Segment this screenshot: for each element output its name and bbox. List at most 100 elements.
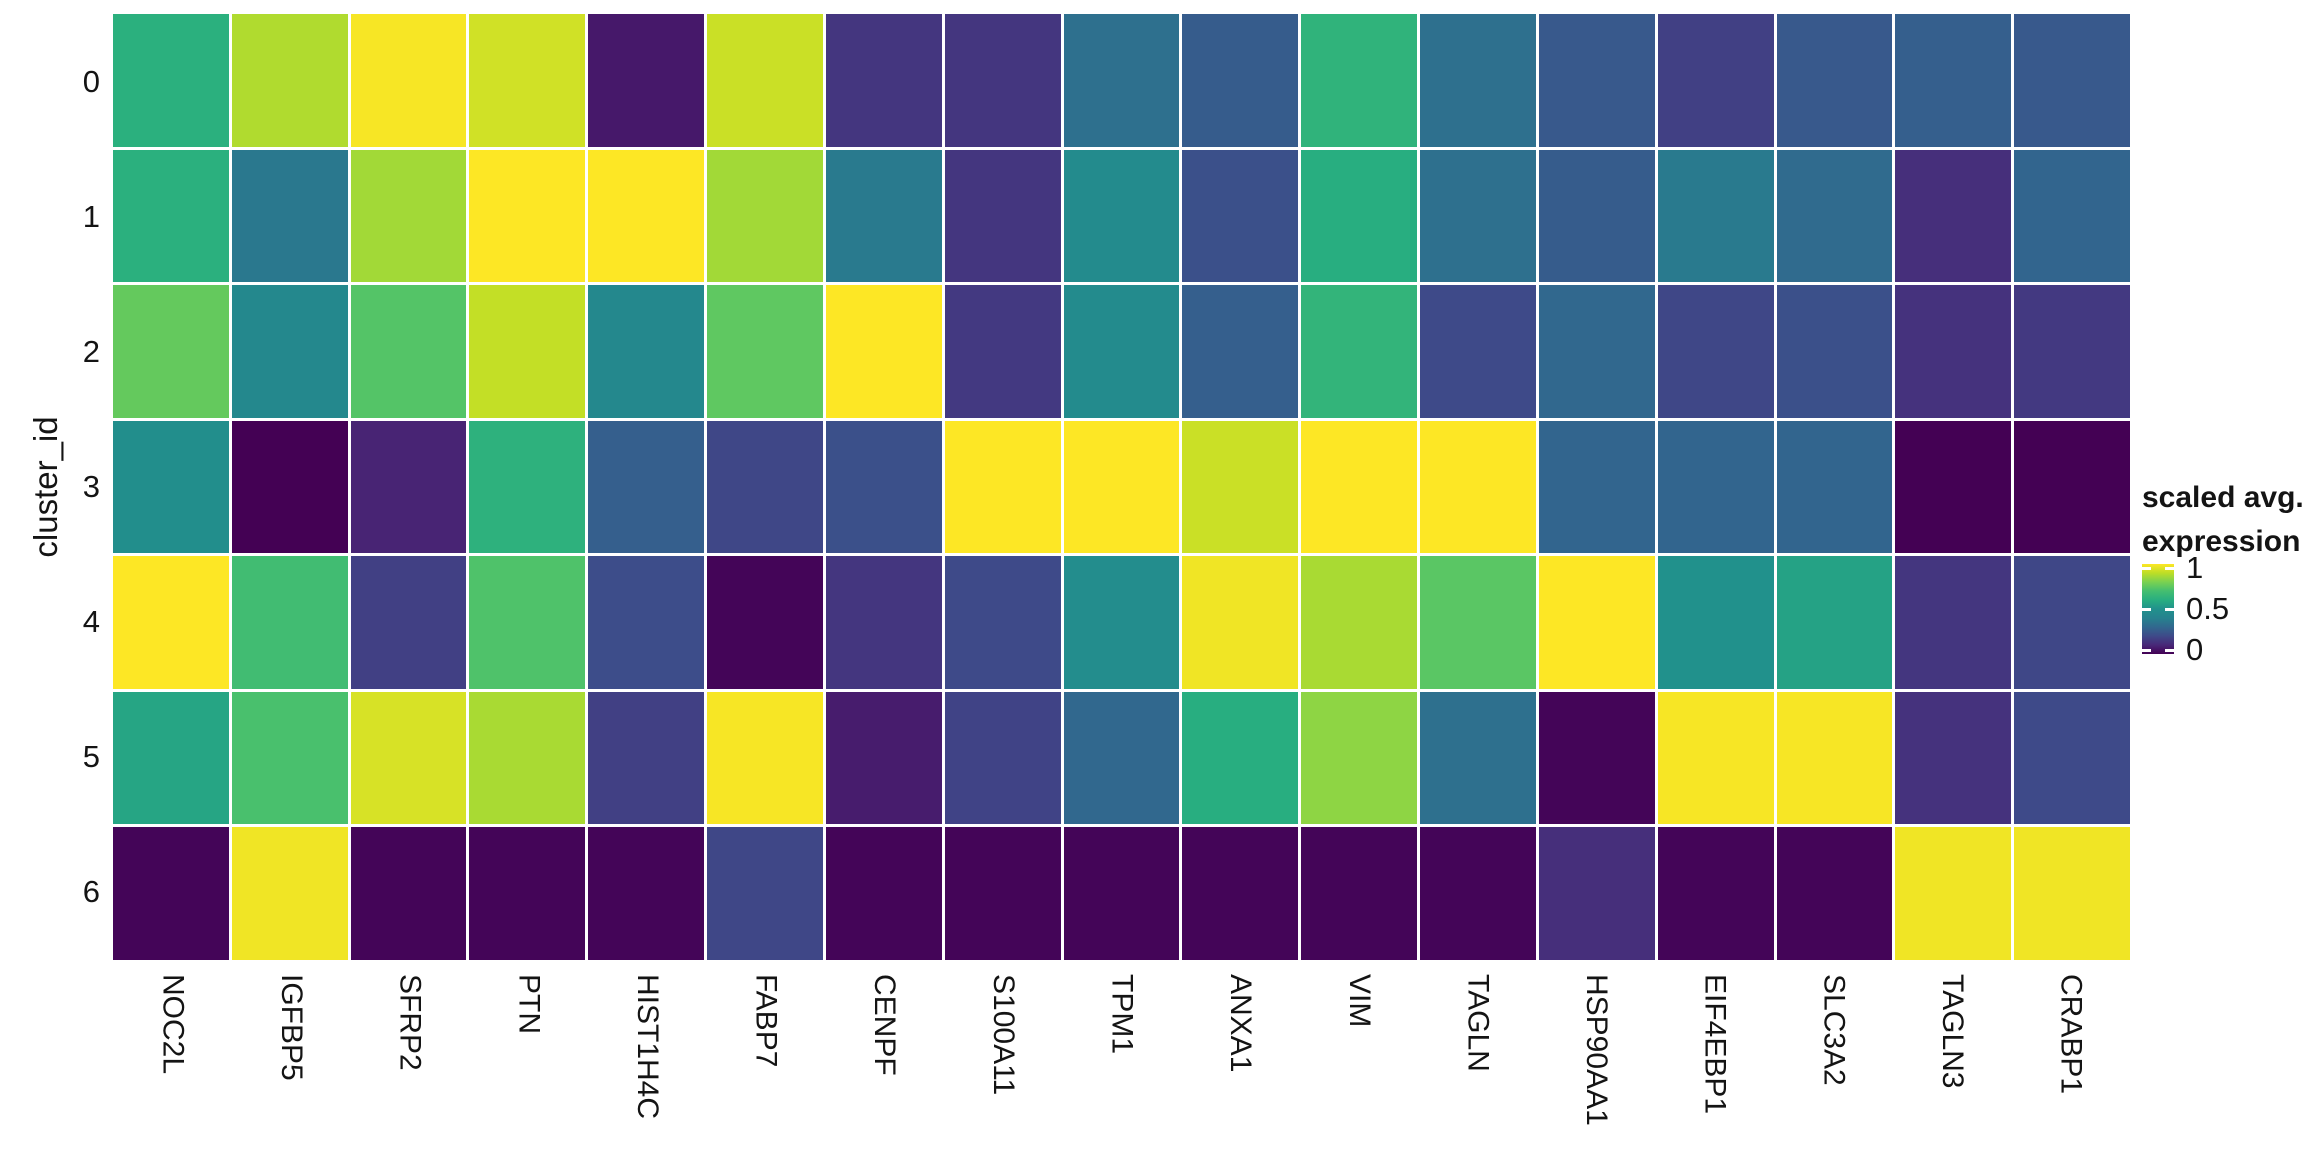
- heatmap-cell: [1657, 420, 1774, 554]
- heatmap-grid: [113, 14, 2130, 960]
- heatmap-cell: [1182, 420, 1299, 554]
- heatmap-cell: [1420, 285, 1536, 418]
- x-tick-label: CRABP1: [2054, 974, 2088, 1095]
- heatmap-cell: [350, 556, 467, 689]
- heatmap-cell: [469, 14, 586, 147]
- heatmap-cell: [825, 14, 942, 147]
- heatmap-cell: [707, 556, 823, 689]
- heatmap-cell: [1895, 827, 2012, 960]
- x-tick-label: ANXA1: [1224, 974, 1258, 1073]
- x-tick-label: HSP90AA1: [1580, 974, 1614, 1126]
- heatmap-cell: [350, 285, 467, 418]
- heatmap-cell: [588, 691, 705, 825]
- heatmap-cell: [944, 827, 1061, 960]
- x-tick-label: TAGLN3: [1936, 974, 1970, 1089]
- heatmap-cell: [1538, 827, 1655, 960]
- heatmap-cell: [825, 149, 942, 283]
- heatmap-cell: [1895, 285, 2012, 418]
- heatmap-cell: [231, 285, 348, 418]
- x-tick-label: TAGLN: [1461, 974, 1495, 1072]
- colorbar-tick-label: 0: [2186, 632, 2204, 667]
- heatmap-cell: [944, 14, 1061, 147]
- colorbar-tick-mark: [2165, 566, 2174, 570]
- heatmap-cell: [113, 420, 229, 554]
- colorbar-tick-mark: [2142, 607, 2151, 611]
- heatmap-cell: [825, 420, 942, 554]
- y-tick-label: 4: [82, 604, 100, 640]
- heatmap-cell: [1420, 556, 1536, 689]
- heatmap-cell: [1301, 14, 1418, 147]
- x-tick-label: S100A11: [986, 974, 1020, 1096]
- heatmap-cell: [1657, 556, 1774, 689]
- heatmap-cell: [1182, 149, 1299, 283]
- heatmap-cell: [1657, 827, 1774, 960]
- heatmap-cell: [1895, 556, 2012, 689]
- colorbar-tick-label: 0.5: [2186, 591, 2230, 626]
- x-tick-label: NOC2L: [156, 974, 190, 1075]
- x-tick-label: FABP7: [749, 974, 783, 1068]
- heatmap-cell: [350, 827, 467, 960]
- heatmap-cell: [1776, 691, 1893, 825]
- heatmap-cell: [1776, 420, 1893, 554]
- heatmap-cell: [469, 691, 586, 825]
- heatmap-cell: [2014, 149, 2130, 283]
- heatmap-cell: [588, 420, 705, 554]
- heatmap-cell: [1895, 149, 2012, 283]
- heatmap-cell: [944, 285, 1061, 418]
- y-tick-label: 1: [82, 198, 100, 234]
- heatmap-cell: [1420, 691, 1536, 825]
- colorbar-tick-label: 1: [2186, 550, 2204, 585]
- heatmap-cell: [1063, 14, 1180, 147]
- heatmap-cell: [350, 691, 467, 825]
- heatmap-cell: [1420, 149, 1536, 283]
- heatmap-cell: [588, 14, 705, 147]
- heatmap-cell: [2014, 691, 2130, 825]
- heatmap-cell: [2014, 285, 2130, 418]
- legend-title-line-2: expression: [2142, 525, 2301, 559]
- heatmap-cell: [707, 691, 823, 825]
- heatmap-cell: [469, 827, 586, 960]
- heatmap-cell: [1063, 556, 1180, 689]
- heatmap-cell: [1895, 420, 2012, 554]
- heatmap-cell: [588, 556, 705, 689]
- heatmap-cell: [2014, 420, 2130, 554]
- heatmap-cell: [1895, 691, 2012, 825]
- legend-title-line-1: scaled avg.: [2142, 481, 2304, 514]
- heatmap-cell: [944, 691, 1061, 825]
- heatmap-cell: [469, 420, 586, 554]
- heatmap-cell: [1182, 827, 1299, 960]
- heatmap-cell: [707, 827, 823, 960]
- heatmap-cell: [350, 149, 467, 283]
- heatmap-cell: [231, 149, 348, 283]
- y-tick-label: 6: [82, 874, 100, 910]
- heatmap-cell: [1657, 14, 1774, 147]
- heatmap-cell: [1063, 285, 1180, 418]
- y-tick-label: 5: [82, 739, 100, 775]
- x-tick-label: SLC3A2: [1817, 974, 1851, 1086]
- heatmap-cell: [1301, 420, 1418, 554]
- heatmap-cell: [2014, 827, 2130, 960]
- heatmap-cell: [113, 285, 229, 418]
- heatmap-cell: [350, 420, 467, 554]
- heatmap-cell: [2014, 14, 2130, 147]
- heatmap-cell: [1182, 14, 1299, 147]
- heatmap-cell: [1420, 14, 1536, 147]
- heatmap-cell: [469, 149, 586, 283]
- heatmap-cell: [113, 149, 229, 283]
- heatmap-cell: [1657, 149, 1774, 283]
- x-tick-label: SFRP2: [393, 974, 427, 1071]
- heatmap-cell: [1895, 14, 2012, 147]
- heatmap-cell: [1301, 691, 1418, 825]
- x-tick-label: IGFBP5: [274, 974, 308, 1081]
- heatmap-cell: [707, 14, 823, 147]
- heatmap-cell: [707, 420, 823, 554]
- x-tick-label: HIST1H4C: [630, 974, 664, 1120]
- x-tick-label: EIF4EBP1: [1698, 974, 1732, 1115]
- legend-title: scaled avg. expression: [2142, 476, 2304, 564]
- heatmap-cell: [707, 149, 823, 283]
- heatmap-cell: [944, 420, 1061, 554]
- heatmap-cell: [1776, 149, 1893, 283]
- heatmap-cell: [231, 420, 348, 554]
- heatmap-cell: [231, 691, 348, 825]
- heatmap-cell: [825, 691, 942, 825]
